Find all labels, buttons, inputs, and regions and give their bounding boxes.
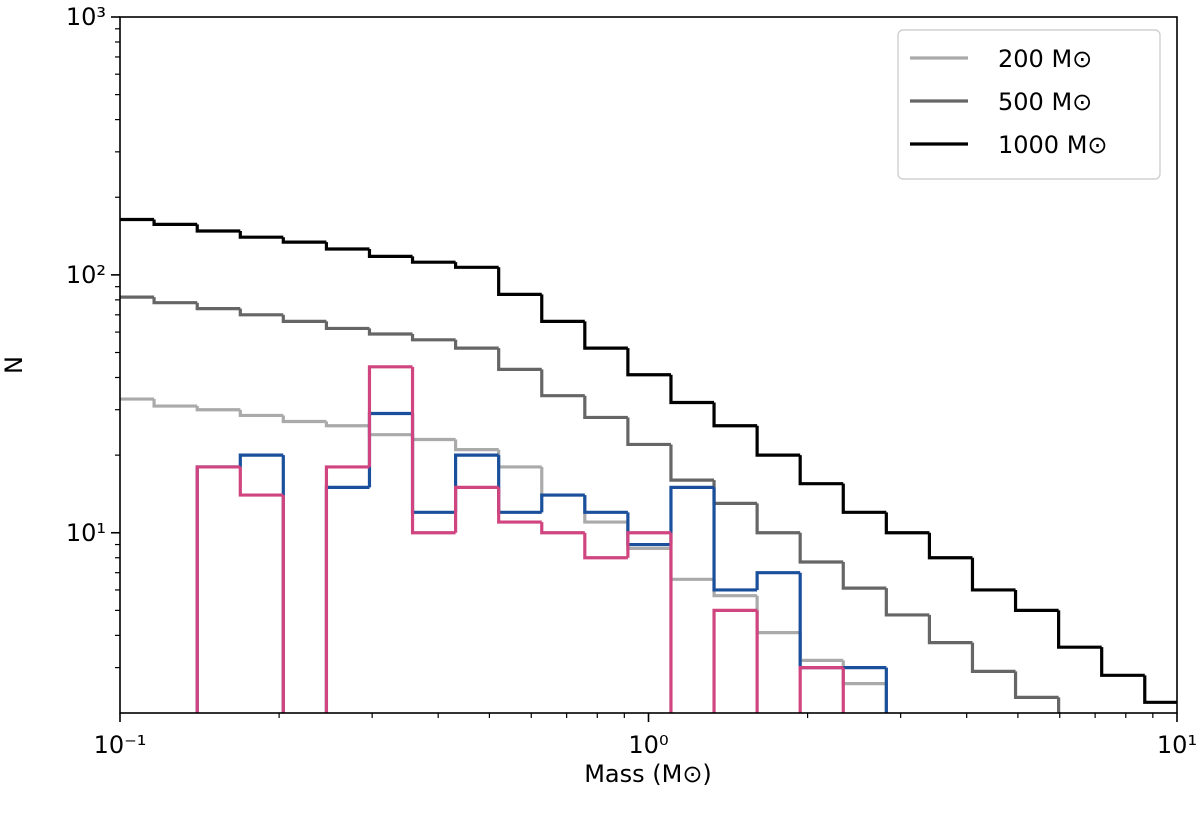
histogram-step	[410, 366, 456, 535]
y-axis-label: N	[0, 356, 28, 374]
histogram-step	[1057, 697, 1061, 713]
y-tick-label: 10²	[66, 261, 106, 289]
histogram-step	[1013, 589, 1059, 612]
histogram-step	[841, 562, 887, 590]
histogram-step	[626, 531, 671, 558]
histogram-step	[712, 608, 758, 713]
x-axis-label: Mass (M⊙)	[584, 760, 712, 788]
legend-label: 200 M⊙	[998, 45, 1092, 73]
histogram-step	[1013, 671, 1059, 699]
histogram-step	[195, 465, 241, 713]
histogram-step	[841, 483, 887, 514]
histogram-step	[497, 267, 542, 297]
histogram-step	[798, 665, 844, 713]
histogram-step	[927, 532, 973, 560]
histogram-step	[884, 667, 888, 713]
legend-label: 1000 M⊙	[998, 131, 1108, 159]
histogram-step	[669, 485, 715, 545]
histogram-step	[755, 425, 801, 457]
histogram-step	[626, 417, 671, 447]
histogram-step	[152, 399, 198, 408]
histogram-step	[712, 402, 758, 428]
histogram-step	[884, 512, 930, 535]
histogram-step	[238, 230, 284, 239]
histogram-step	[970, 557, 1016, 592]
histogram-step	[324, 321, 370, 331]
histogram-step	[970, 642, 1016, 673]
histogram-step	[540, 522, 585, 535]
histogram-step	[798, 532, 844, 564]
histogram-step	[626, 348, 671, 377]
histogram-step	[798, 455, 844, 486]
histogram-step	[884, 588, 930, 617]
histogram-step	[755, 571, 801, 590]
legend-box	[897, 29, 1161, 180]
histogram-step	[755, 610, 759, 713]
histogram-step	[1143, 675, 1177, 704]
histogram-step	[497, 487, 542, 524]
histogram-step	[453, 439, 499, 452]
histogram-step	[453, 339, 499, 350]
histogram-step	[583, 532, 628, 560]
histogram-step	[195, 406, 241, 412]
histogram-step	[669, 532, 673, 713]
histogram-step	[281, 415, 327, 424]
histogram-step	[755, 503, 801, 535]
x-tick-label: 10⁻¹	[94, 731, 147, 759]
histogram-step	[669, 374, 715, 405]
x-tick-label: 10¹	[1157, 731, 1197, 759]
histogram-step	[367, 365, 413, 467]
histogram-step	[324, 465, 370, 713]
histogram-step	[1057, 610, 1102, 649]
histogram-step	[324, 242, 370, 251]
histogram-step	[583, 495, 628, 514]
histogram-step	[927, 614, 973, 645]
histogram-step	[152, 219, 198, 226]
histogram-step	[1100, 647, 1145, 677]
histogram-step	[841, 667, 845, 713]
legend-label: 500 M⊙	[998, 88, 1092, 116]
histogram-step	[540, 294, 585, 324]
histogram-step	[281, 314, 327, 324]
plot-area	[120, 217, 1177, 713]
histogram-step	[238, 466, 284, 497]
x-tick-label: 10⁰	[628, 731, 668, 759]
histogram-step	[238, 409, 284, 418]
histogram-step	[281, 237, 327, 244]
histogram-step	[281, 495, 285, 713]
histogram-step	[540, 369, 585, 398]
histogram-step	[195, 224, 241, 233]
histogram-step	[367, 328, 413, 336]
y-tick-label: 10¹	[66, 519, 106, 547]
histogram-step	[367, 248, 413, 258]
histogram-step	[712, 487, 758, 592]
histogram-step	[453, 262, 499, 269]
histogram-step	[238, 308, 284, 317]
histogram-step	[120, 217, 155, 222]
y-tick-label: 10³	[66, 3, 106, 31]
histogram-step	[120, 295, 155, 299]
histogram-step	[120, 397, 155, 401]
histogram-step	[410, 333, 456, 342]
histogram-step	[152, 297, 198, 305]
histogram-step	[540, 493, 585, 513]
histogram-step	[410, 256, 456, 264]
histogram-step	[238, 453, 284, 467]
histogram-step	[453, 485, 499, 533]
legend: 200 M⊙ 500 M⊙ 1000 M⊙	[897, 29, 1161, 180]
histogram-step	[497, 348, 542, 371]
histogram-step	[583, 395, 628, 420]
histogram-step	[324, 421, 370, 428]
histogram-step	[195, 302, 241, 311]
histogram-step	[583, 321, 628, 350]
histogram-step	[669, 444, 715, 482]
